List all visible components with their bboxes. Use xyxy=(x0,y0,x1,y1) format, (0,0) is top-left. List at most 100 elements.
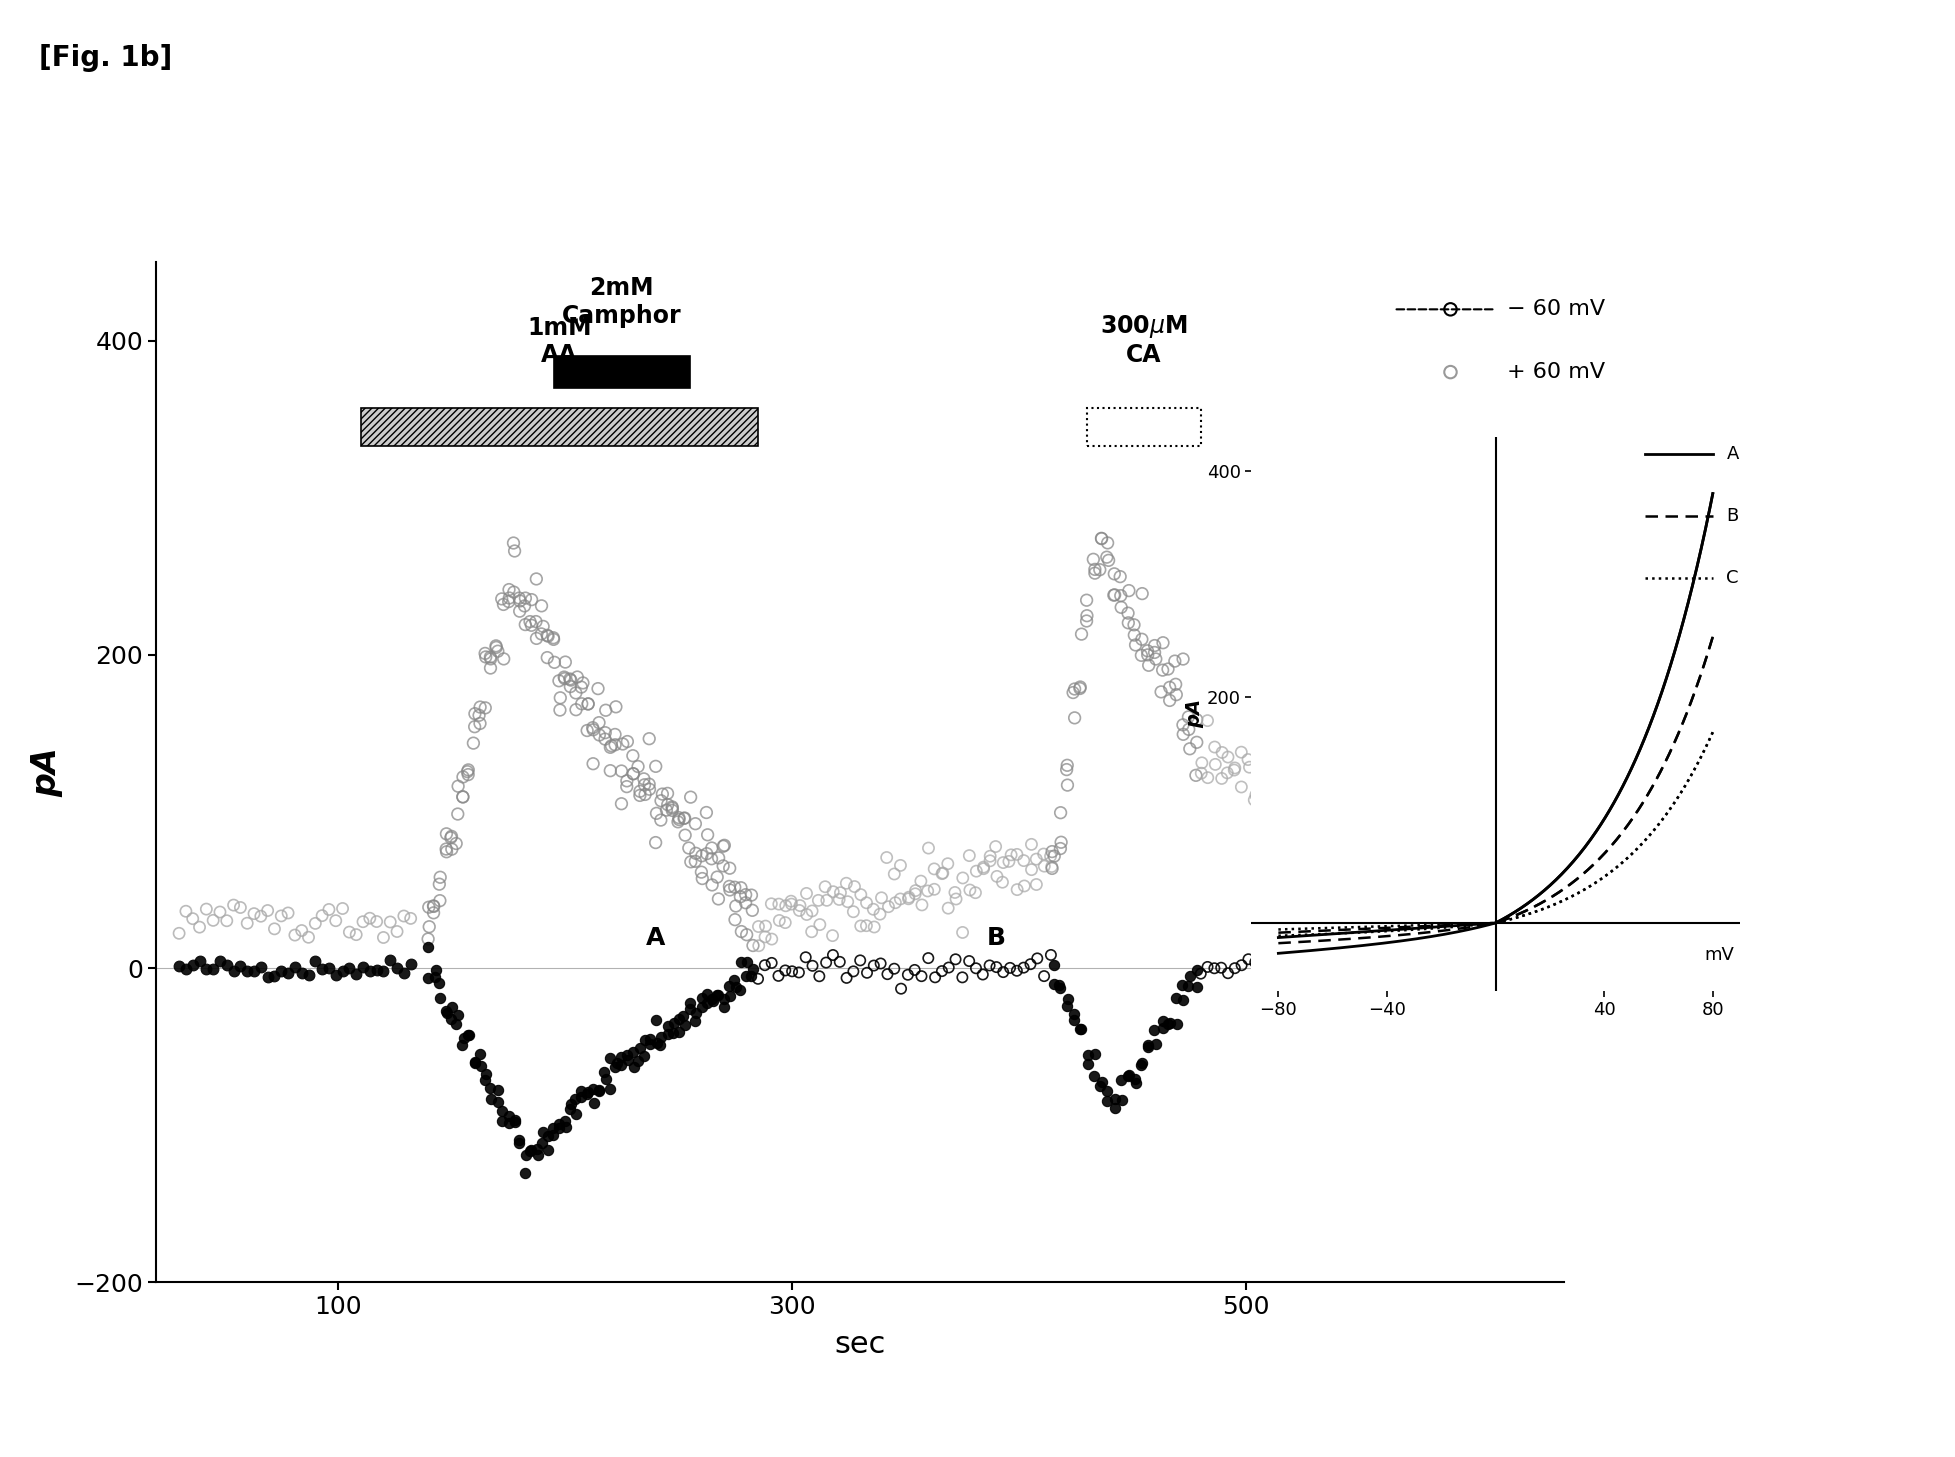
Point xyxy=(510,1144,542,1167)
Point xyxy=(516,613,547,637)
Point xyxy=(504,589,536,612)
Point xyxy=(708,854,739,877)
Point xyxy=(686,995,717,1018)
Point xyxy=(299,950,330,973)
Point xyxy=(1417,852,1449,876)
Point xyxy=(1273,785,1304,809)
Point xyxy=(493,590,524,613)
Point xyxy=(354,960,385,983)
Point xyxy=(543,698,575,721)
Point xyxy=(624,784,655,807)
Point xyxy=(1126,644,1157,667)
Point xyxy=(1286,797,1318,820)
Point xyxy=(1363,829,1394,852)
Point xyxy=(1492,886,1523,909)
Point xyxy=(612,1043,643,1067)
Point xyxy=(1253,766,1284,790)
Point xyxy=(1093,532,1124,555)
Point xyxy=(1085,1071,1116,1094)
Point xyxy=(307,903,338,927)
Point xyxy=(489,593,520,616)
Point xyxy=(784,960,815,983)
Point xyxy=(1112,578,1144,602)
Point xyxy=(258,965,289,988)
Point xyxy=(770,911,802,934)
Point xyxy=(1314,962,1345,985)
Point xyxy=(954,879,985,902)
Point xyxy=(749,953,780,976)
Point xyxy=(1316,791,1347,814)
Point xyxy=(878,863,909,886)
Point xyxy=(624,779,655,803)
Point xyxy=(1423,966,1455,989)
Point xyxy=(1071,605,1103,628)
Point xyxy=(538,1116,569,1139)
Point xyxy=(543,1112,575,1135)
Point xyxy=(674,997,706,1020)
Point xyxy=(1120,1071,1151,1094)
Point xyxy=(1153,1011,1185,1034)
Point xyxy=(731,965,762,988)
Point xyxy=(606,793,637,816)
Point xyxy=(1286,804,1318,828)
Point xyxy=(1099,562,1130,586)
Point xyxy=(708,835,739,858)
Point xyxy=(1435,360,1466,383)
Point xyxy=(1173,965,1204,988)
Point xyxy=(424,972,456,995)
Point xyxy=(606,759,637,782)
Point xyxy=(1327,809,1359,832)
Point xyxy=(919,966,950,989)
Point xyxy=(567,692,598,715)
Point xyxy=(1077,1064,1108,1087)
Point xyxy=(680,842,712,865)
Point xyxy=(946,867,978,890)
Point xyxy=(231,912,262,935)
Point xyxy=(561,698,592,721)
Point xyxy=(1410,855,1441,879)
Point xyxy=(1245,772,1277,796)
Point xyxy=(1140,1033,1171,1056)
Point xyxy=(628,768,659,791)
Point xyxy=(858,915,890,938)
Point xyxy=(1492,953,1523,976)
Point xyxy=(545,686,577,710)
Point xyxy=(987,960,1019,983)
Point xyxy=(354,906,385,930)
Point xyxy=(258,918,289,941)
Point xyxy=(669,1004,700,1027)
Point xyxy=(1159,650,1191,673)
Point xyxy=(653,793,684,816)
Point xyxy=(504,1129,536,1152)
Point xyxy=(487,1109,518,1132)
Point xyxy=(651,782,682,806)
Point xyxy=(692,842,723,865)
Point xyxy=(1472,870,1503,893)
Point xyxy=(995,844,1026,867)
Point xyxy=(293,963,325,986)
Point xyxy=(608,733,639,756)
Point xyxy=(1343,813,1374,836)
Point xyxy=(307,957,338,981)
Point xyxy=(1167,988,1198,1011)
Point xyxy=(424,889,456,912)
Point xyxy=(968,963,999,986)
Point xyxy=(702,983,733,1007)
Point xyxy=(465,695,497,718)
Point xyxy=(436,995,467,1018)
Point xyxy=(538,1123,569,1147)
Point xyxy=(178,908,209,931)
Point xyxy=(543,669,575,692)
Point xyxy=(170,899,201,922)
Point xyxy=(508,594,540,618)
Point xyxy=(1486,877,1517,900)
Point xyxy=(430,822,461,845)
Point xyxy=(164,922,196,946)
Point xyxy=(633,772,665,796)
Point xyxy=(1349,807,1380,830)
Point xyxy=(1105,584,1136,608)
Point xyxy=(1052,994,1083,1017)
Point xyxy=(1181,730,1212,753)
Point xyxy=(719,969,751,992)
Point xyxy=(1085,526,1116,549)
